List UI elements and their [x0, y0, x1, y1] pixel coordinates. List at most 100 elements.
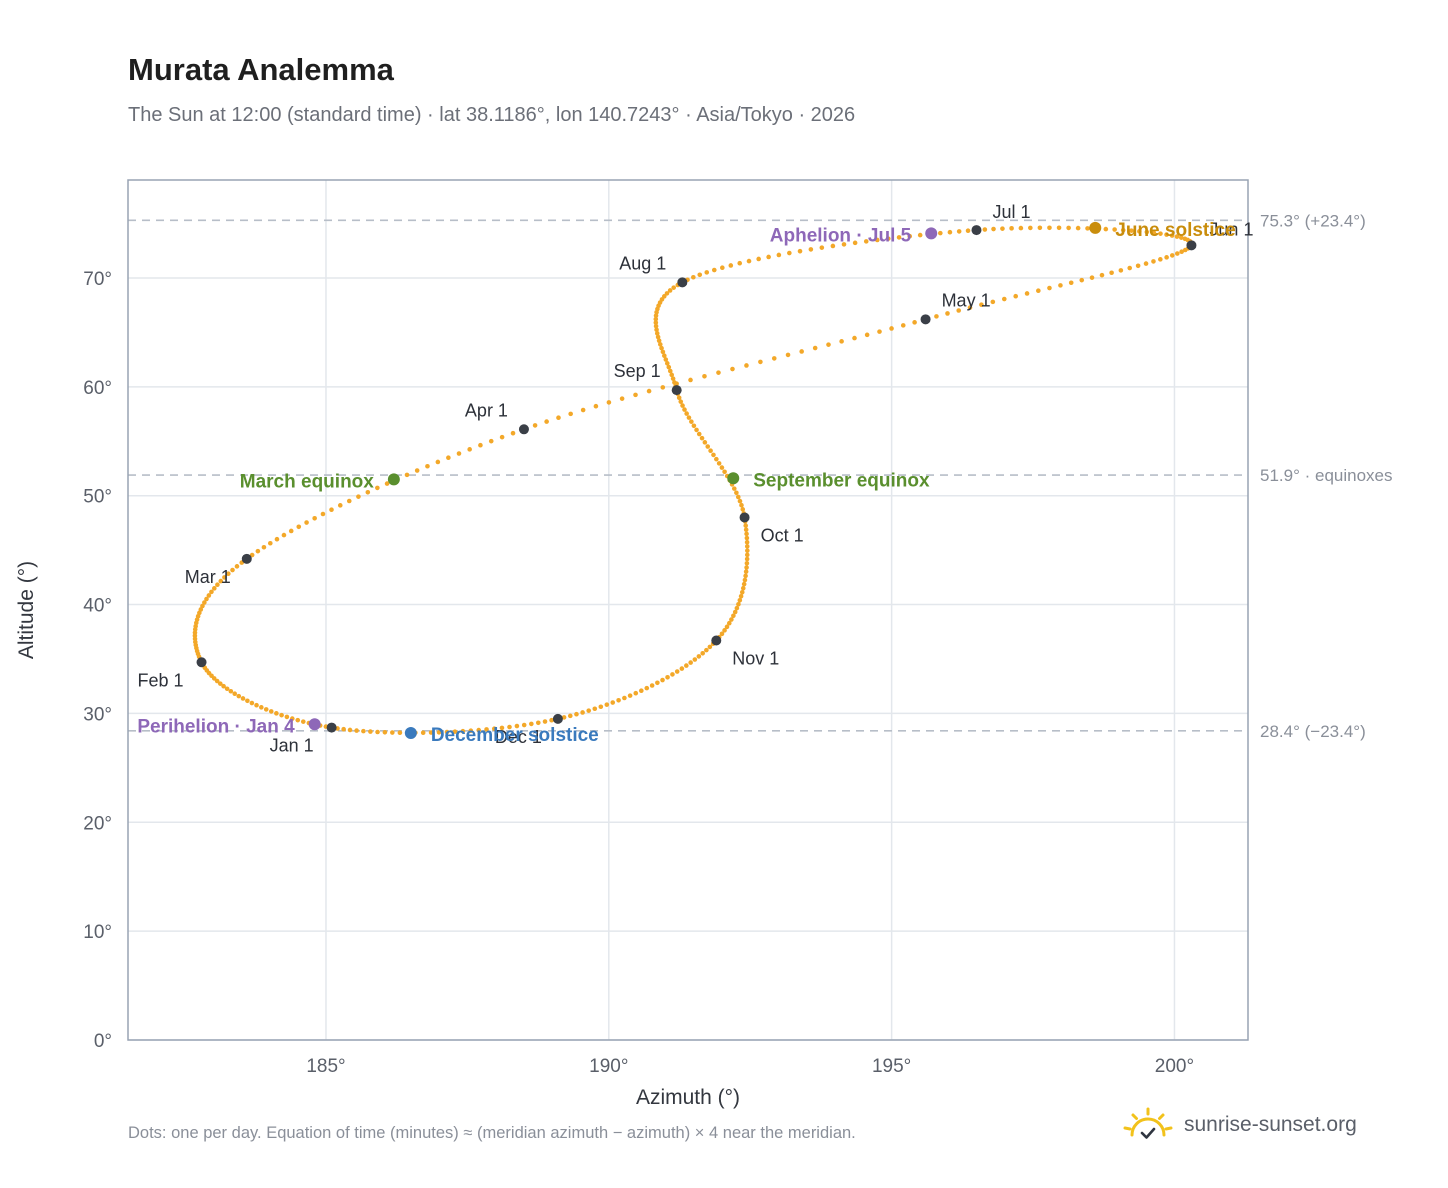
daily-dot [491, 726, 497, 731]
daily-dot [716, 461, 722, 466]
month-label: Apr 1 [465, 400, 508, 420]
daily-dot [889, 326, 894, 331]
daily-dot [1075, 225, 1081, 231]
daily-dot [382, 730, 388, 735]
daily-dot [682, 407, 687, 412]
daily-dot [705, 444, 711, 449]
daily-dot [670, 376, 676, 381]
daily-dot [938, 230, 943, 236]
daily-dot [653, 316, 659, 322]
daily-dot [649, 683, 655, 688]
daily-dot [700, 650, 706, 656]
daily-dot [660, 349, 666, 355]
daily-dot [288, 528, 294, 534]
daily-dot [234, 564, 240, 569]
daily-dot [499, 725, 505, 731]
daily-dot [337, 503, 343, 508]
daily-dot [885, 236, 891, 241]
daily-dot [742, 577, 748, 583]
daily-dot [744, 535, 750, 541]
month-marker [552, 713, 563, 724]
daily-dot [446, 455, 451, 461]
month-marker [1186, 240, 1197, 251]
daily-dot [917, 232, 923, 238]
event-label: Aphelion · Jul 5 [770, 225, 912, 246]
daily-dot [697, 272, 703, 278]
month-marker [671, 385, 682, 396]
daily-dot [561, 715, 567, 720]
daily-dot [375, 485, 380, 491]
daily-dot [289, 716, 295, 721]
daily-dot [896, 235, 902, 240]
daily-dot [1129, 228, 1134, 233]
daily-dot [425, 463, 430, 469]
daily-dot [284, 714, 290, 720]
daily-dot [452, 729, 458, 734]
y-tick-label: 50° [83, 487, 112, 508]
daily-dot [456, 451, 462, 456]
daily-dot [714, 456, 719, 462]
daily-dot [785, 352, 791, 358]
daily-dot [766, 254, 771, 260]
daily-dot [907, 233, 913, 239]
daily-dot [232, 691, 238, 697]
daily-dot [744, 544, 750, 549]
daily-dot [1066, 225, 1071, 231]
daily-dot [468, 728, 474, 733]
daily-dot [735, 494, 741, 500]
daily-dot [1009, 226, 1014, 231]
daily-dot [672, 380, 677, 385]
brand-logo[interactable]: sunrise-sunset.org [1120, 1103, 1357, 1147]
daily-dot [743, 573, 748, 579]
axis-ticks: 185° 190° 195° 200° 0° 10° 20° 30° 40° 50° 60° 70° [83, 269, 1194, 1077]
month-label: Sep 1 [614, 361, 661, 381]
daily-dot [1018, 225, 1024, 231]
reference-line-label: 28.4° (−23.4°) [1260, 722, 1366, 741]
daily-dot [568, 411, 573, 417]
daily-dot [1179, 249, 1184, 255]
month-marker [677, 277, 688, 288]
daily-dot [263, 707, 269, 712]
daily-dot [567, 713, 573, 719]
daily-dot [1112, 227, 1117, 232]
daily-dot [812, 345, 818, 351]
y-tick-label: 20° [83, 813, 112, 834]
daily-dot [627, 693, 633, 698]
daily-dot [274, 536, 280, 542]
daily-dot [1144, 229, 1150, 235]
daily-dot [741, 581, 747, 587]
daily-dot [521, 722, 527, 728]
daily-dot [478, 442, 483, 448]
x-tick-label: 185° [306, 1056, 345, 1077]
daily-dot [654, 331, 660, 336]
daily-dot [1001, 296, 1007, 302]
daily-dot [312, 515, 317, 521]
daily-dot [646, 388, 652, 394]
daily-dot [689, 419, 694, 424]
daily-dot [510, 430, 516, 436]
month-marker [518, 424, 529, 435]
daily-dot [1151, 230, 1157, 236]
daily-dot [654, 309, 659, 315]
daily-dot [688, 377, 693, 383]
daily-dot [745, 548, 750, 553]
daily-dot [990, 299, 996, 305]
daily-dot [414, 468, 420, 473]
y-tick-label: 40° [83, 596, 112, 617]
daily-dot [656, 338, 662, 343]
daily-dot [660, 677, 665, 683]
daily-dot [281, 532, 287, 538]
daily-dot [699, 435, 705, 441]
event-marker [404, 727, 417, 740]
daily-dot [877, 329, 882, 334]
daily-dot [965, 228, 971, 234]
daily-dot [731, 486, 737, 491]
daily-dot [708, 448, 713, 454]
plot-background [128, 180, 1248, 1040]
daily-dot [1109, 270, 1114, 276]
daily-dot [1169, 233, 1175, 238]
month-label: May 1 [942, 290, 991, 310]
daily-dot [1013, 293, 1019, 299]
daily-dot [1164, 255, 1169, 260]
daily-dot [529, 721, 534, 727]
